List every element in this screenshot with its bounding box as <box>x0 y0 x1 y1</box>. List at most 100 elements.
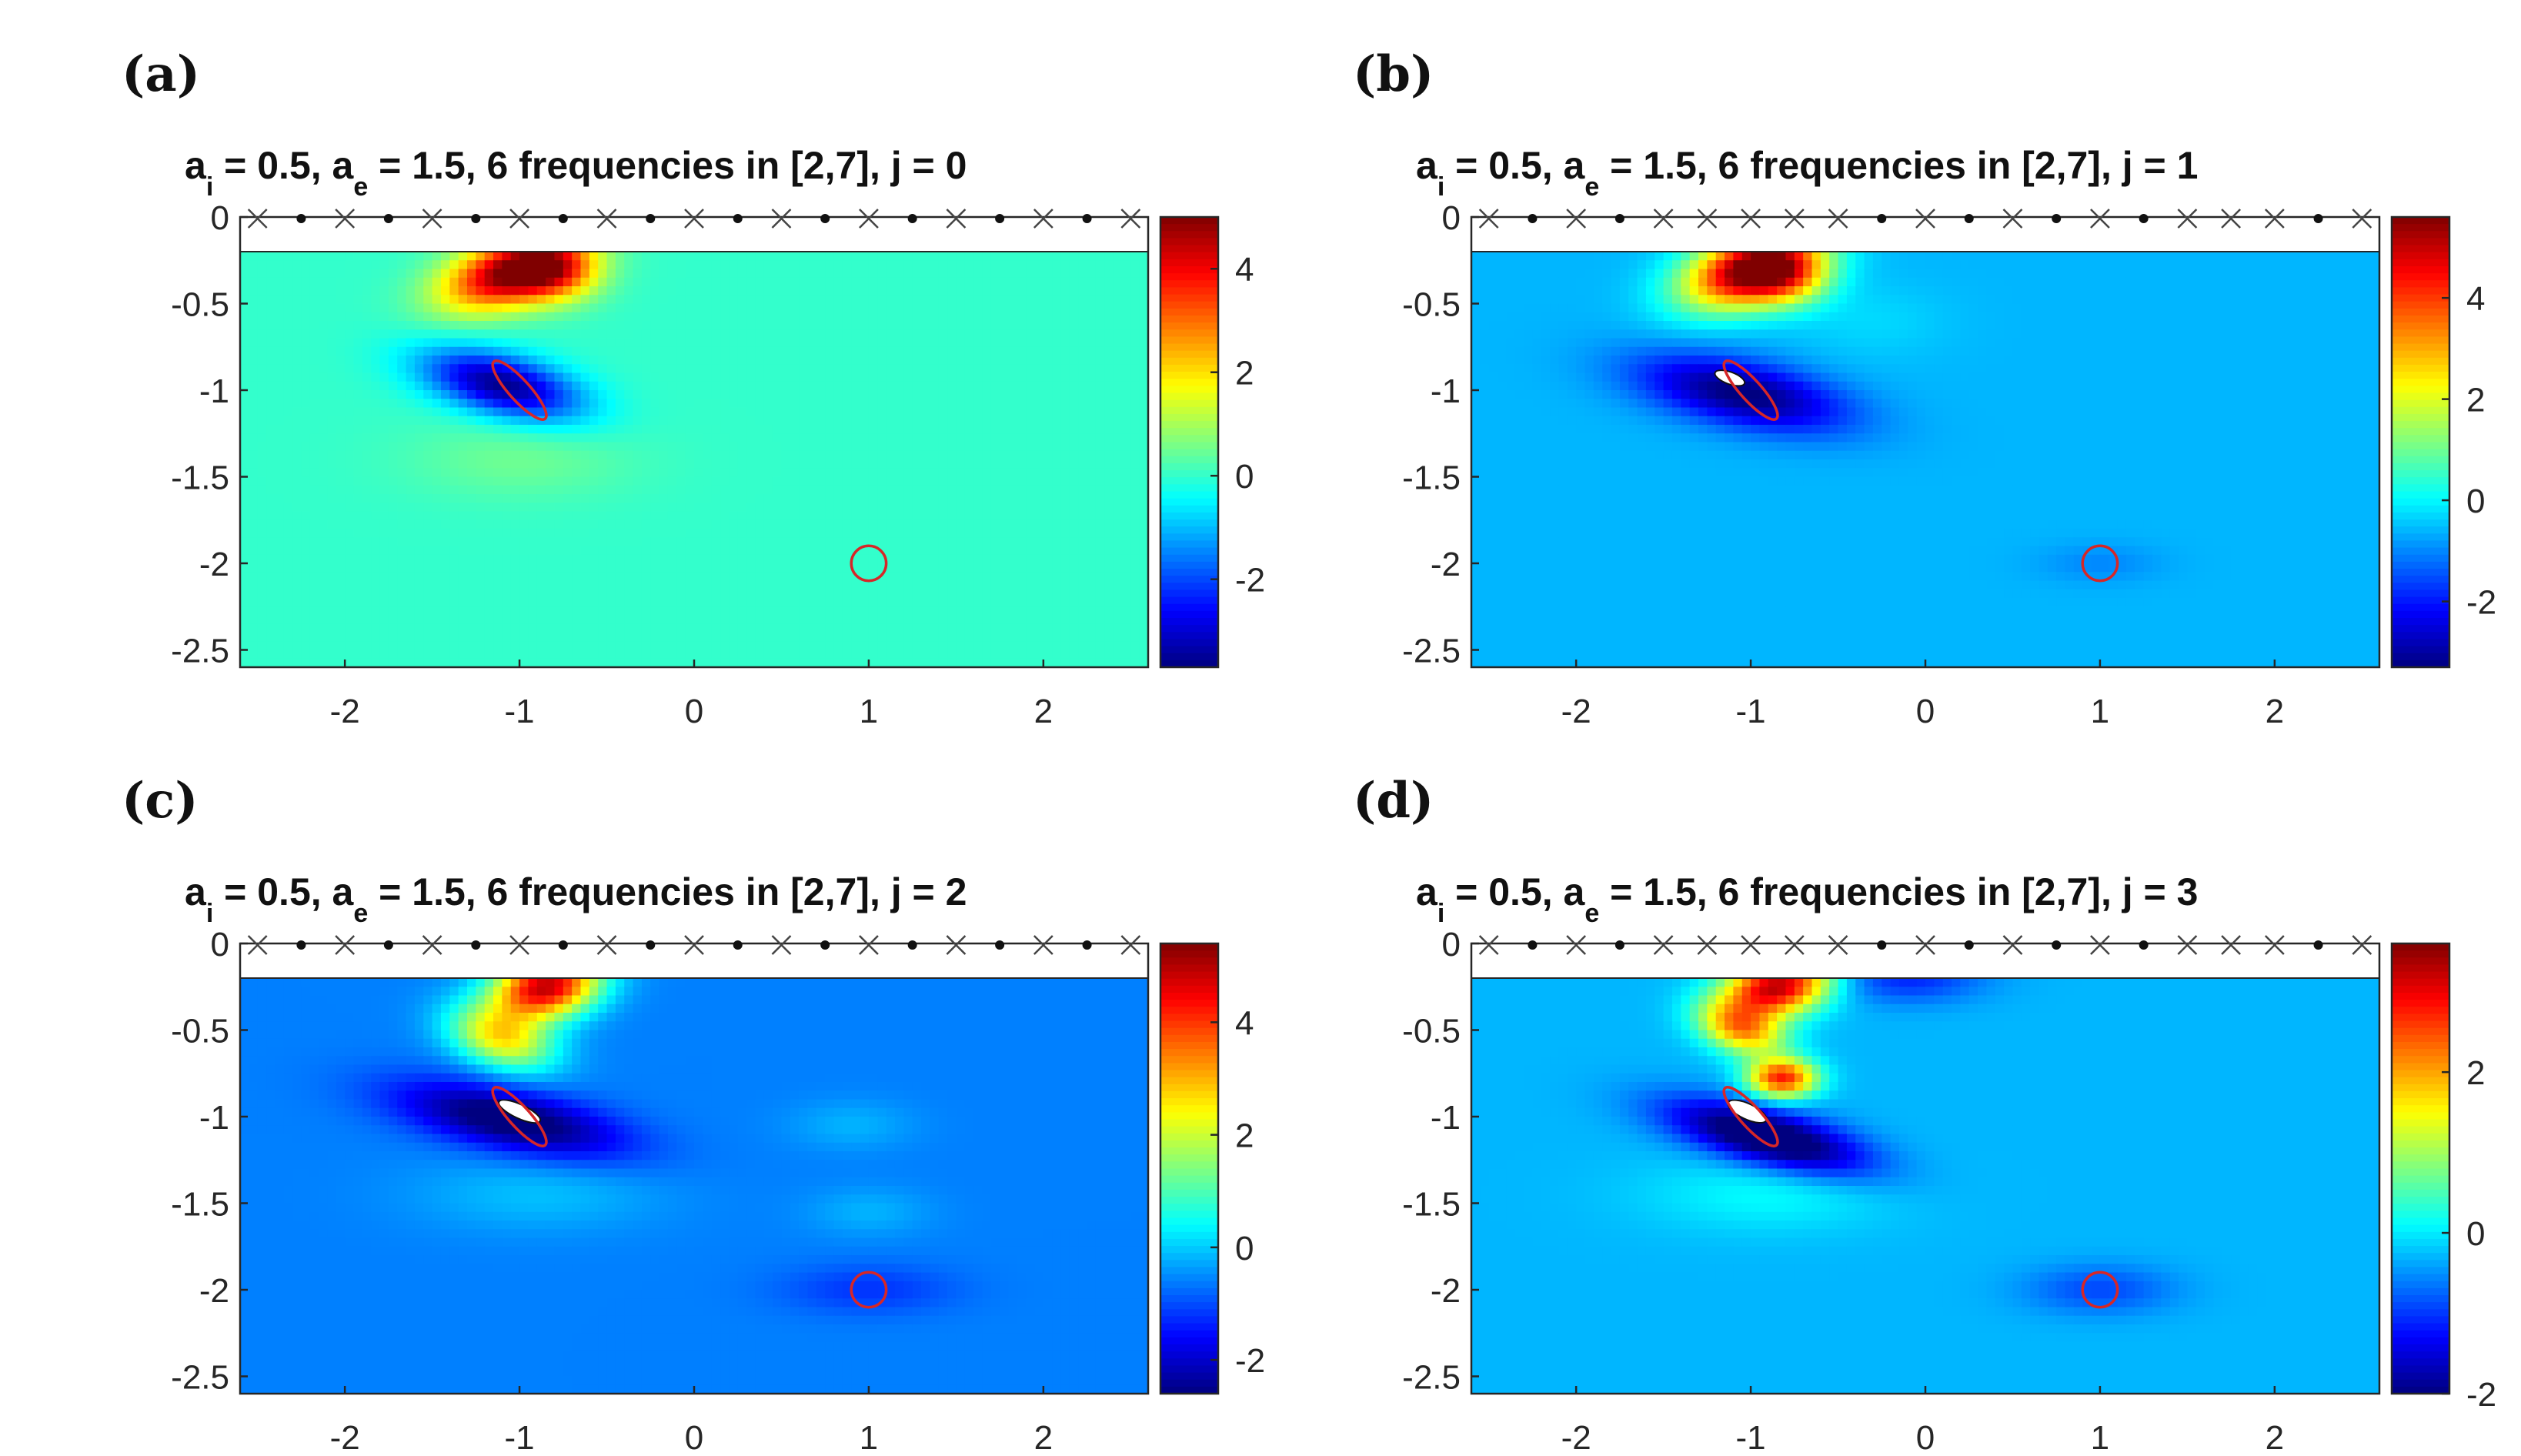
heatmap-cell <box>362 459 372 469</box>
heatmap-cell <box>319 269 329 279</box>
heatmap-cell <box>484 321 494 331</box>
heatmap-cell <box>807 589 817 599</box>
heatmap-cell <box>1095 390 1106 400</box>
heatmap-cell <box>860 407 870 417</box>
heatmap-cell <box>1060 503 1070 513</box>
heatmap-cell <box>275 485 285 495</box>
heatmap-cell <box>781 295 791 305</box>
heatmap-cell <box>449 295 459 305</box>
heatmap-cell <box>336 442 346 452</box>
heatmap-cell <box>406 356 416 366</box>
heatmap-cell <box>266 511 276 521</box>
heatmap-cell <box>833 260 843 270</box>
heatmap-cell <box>397 364 407 374</box>
heatmap-cell <box>1095 494 1106 504</box>
heatmap-cell <box>362 312 372 322</box>
heatmap-cell <box>633 321 643 331</box>
heatmap-cell <box>1139 633 1148 643</box>
heatmap-cell <box>990 503 1001 513</box>
heatmap-cell <box>930 252 940 262</box>
heatmap-cell <box>973 598 983 608</box>
heatmap-cell <box>781 468 791 478</box>
heatmap-cell <box>1008 321 1018 331</box>
heatmap-cell <box>1078 372 1088 382</box>
heatmap-cell <box>982 606 992 616</box>
heatmap-cell <box>825 563 835 573</box>
heatmap-cell <box>1060 286 1070 296</box>
heatmap-cell <box>484 312 494 322</box>
heatmap-cell <box>956 606 966 616</box>
heatmap-cell <box>703 425 713 435</box>
heatmap-cell <box>1078 641 1088 651</box>
heatmap-cell <box>947 589 957 599</box>
heatmap-cell <box>440 303 451 313</box>
heatmap-cell <box>327 468 337 478</box>
heatmap-cell <box>327 650 337 660</box>
heatmap-cell <box>781 598 791 608</box>
heatmap-cell <box>703 511 713 521</box>
heatmap-cell <box>1130 546 1140 556</box>
heatmap-cell <box>449 606 459 616</box>
heatmap-cell <box>930 425 940 435</box>
heatmap-cell <box>1008 399 1018 409</box>
heatmap-cell <box>536 277 547 287</box>
heatmap-cell <box>249 650 259 660</box>
heatmap-cell <box>345 399 355 409</box>
heatmap-cell <box>1121 572 1132 582</box>
heatmap-cell <box>572 650 582 660</box>
heatmap-cell <box>528 321 538 331</box>
heatmap-cell <box>615 589 626 599</box>
heatmap-cell <box>1034 329 1044 339</box>
heatmap-cell <box>563 338 573 348</box>
heatmap-cell <box>362 494 372 504</box>
heatmap-cell <box>240 606 250 616</box>
heatmap-cell <box>371 494 381 504</box>
heatmap-cell <box>1026 372 1036 382</box>
heatmap-cell <box>546 295 556 305</box>
heatmap-cell <box>860 312 870 322</box>
heatmap-cell <box>1139 589 1148 599</box>
heatmap-cell <box>266 546 276 556</box>
heatmap-cell <box>406 554 416 564</box>
heatmap-cell <box>319 589 329 599</box>
heatmap-cell <box>1052 572 1062 582</box>
heatmap-cell <box>1104 295 1114 305</box>
heatmap-cell <box>1026 589 1036 599</box>
heatmap-cell <box>886 329 896 339</box>
heatmap-cell <box>877 537 887 547</box>
heatmap-cell <box>615 286 626 296</box>
heatmap-cell <box>580 572 590 582</box>
heatmap-cell <box>1060 390 1070 400</box>
heatmap-cell <box>842 433 853 443</box>
heatmap-cell <box>414 252 425 262</box>
heatmap-cell <box>1008 606 1018 616</box>
heatmap-cell <box>371 598 381 608</box>
heatmap-cell <box>781 286 791 296</box>
heatmap-cell <box>283 503 293 513</box>
heatmap-cell <box>1008 641 1018 651</box>
heatmap-cell <box>624 295 634 305</box>
heatmap-cell <box>406 312 416 322</box>
heatmap-cell <box>510 286 520 296</box>
heatmap-cell <box>633 252 643 262</box>
heatmap-cell <box>528 658 538 667</box>
heatmap-cell <box>990 346 1001 356</box>
heatmap-cell <box>476 476 486 486</box>
heatmap-cell <box>292 615 302 625</box>
heatmap-cell <box>484 381 494 391</box>
heatmap-cell <box>720 433 730 443</box>
heatmap-cell <box>938 537 948 547</box>
heatmap-cell <box>275 468 285 478</box>
heatmap-cell <box>414 546 425 556</box>
heatmap-cell <box>440 286 451 296</box>
heatmap-cell <box>301 295 311 305</box>
heatmap-cell <box>737 459 747 469</box>
heatmap-cell <box>249 407 259 417</box>
heatmap-cell <box>947 580 957 590</box>
heatmap-cell <box>546 503 556 513</box>
heatmap-cell <box>703 450 713 460</box>
heatmap-cell <box>397 503 407 513</box>
heatmap-cell <box>563 658 573 667</box>
heatmap-cell <box>615 425 626 435</box>
heatmap-cell <box>388 329 399 339</box>
